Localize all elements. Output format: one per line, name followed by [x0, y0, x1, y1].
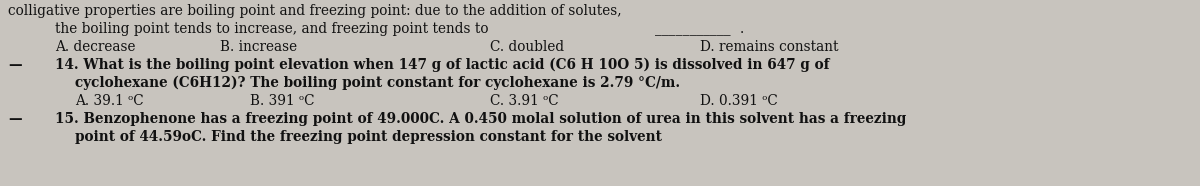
- Text: the boiling point tends to increase, and freezing point tends to: the boiling point tends to increase, and…: [55, 22, 488, 36]
- Text: —: —: [8, 112, 22, 126]
- Text: ___________: ___________: [655, 22, 731, 36]
- Text: —: —: [8, 58, 22, 72]
- Text: 14. What is the boiling point elevation when 147 g of lactic acid (C6 H 10O 5) i: 14. What is the boiling point elevation …: [55, 58, 829, 72]
- Text: 15. Benzophenone has a freezing point of 49.000C. A 0.450 molal solution of urea: 15. Benzophenone has a freezing point of…: [55, 112, 906, 126]
- Text: B. 391 ᵒC: B. 391 ᵒC: [250, 94, 314, 108]
- Text: cyclohexane (C6H12)? The boiling point constant for cyclohexane is 2.79 °C/m.: cyclohexane (C6H12)? The boiling point c…: [74, 76, 680, 90]
- Text: .: .: [740, 22, 744, 36]
- Text: A. decrease: A. decrease: [55, 40, 136, 54]
- Text: point of 44.59oC. Find the freezing point depression constant for the solvent: point of 44.59oC. Find the freezing poin…: [74, 130, 662, 144]
- Text: D. 0.391 ᵒC: D. 0.391 ᵒC: [700, 94, 778, 108]
- Text: B. increase: B. increase: [220, 40, 298, 54]
- Text: A. 39.1 ᵒC: A. 39.1 ᵒC: [74, 94, 144, 108]
- Text: colligative properties are boiling point and freezing point: due to the addition: colligative properties are boiling point…: [8, 4, 622, 18]
- Text: D. remains constant: D. remains constant: [700, 40, 839, 54]
- Text: C. doubled: C. doubled: [490, 40, 564, 54]
- Text: C. 3.91 ᵒC: C. 3.91 ᵒC: [490, 94, 559, 108]
